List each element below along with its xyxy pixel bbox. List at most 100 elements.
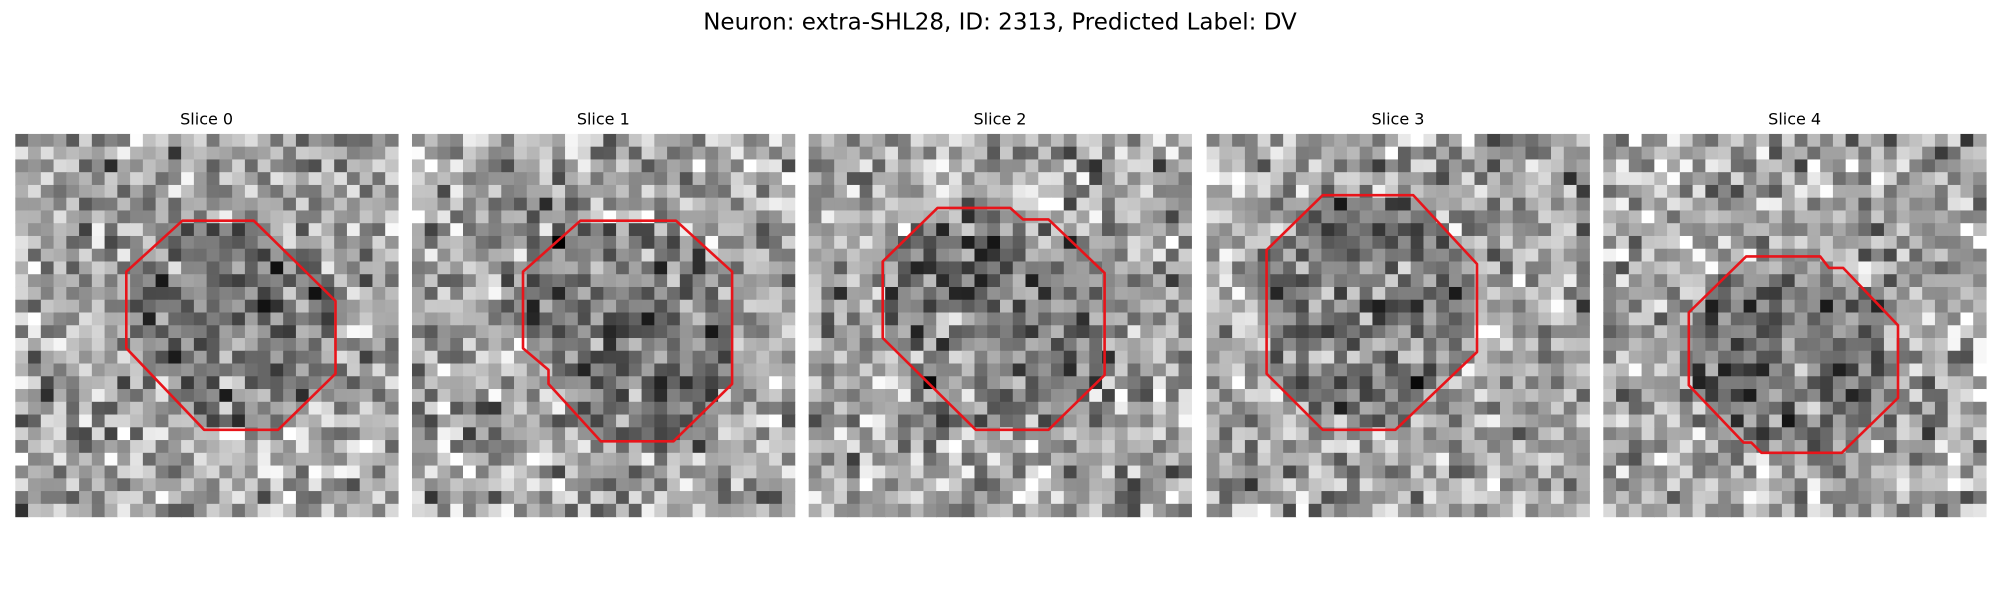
pixel [667,325,681,339]
pixel [1883,286,1898,301]
pixel [565,286,579,301]
pixel [1922,389,1936,403]
pixel [1114,478,1129,492]
pixel [1321,325,1335,339]
pixel [1244,274,1259,288]
pixel [424,427,439,441]
pixel [1756,350,1770,365]
pixel [1127,363,1141,377]
pixel [295,414,310,428]
pixel [1038,440,1052,454]
pixel [219,325,233,339]
pixel [1743,312,1757,326]
pixel [1934,133,1949,148]
pixel [1667,401,1681,416]
pixel [1257,452,1272,467]
pixel [526,184,541,199]
pixel [1525,261,1539,275]
pixel [910,452,925,467]
pixel [117,197,131,212]
pixel [1909,274,1923,288]
pixel [1321,376,1335,390]
pixel [641,261,655,275]
pixel [1397,478,1412,492]
pixel [501,452,515,467]
pixel [577,338,592,352]
pixel [283,133,297,148]
pixel [1705,414,1719,428]
pixel [437,440,451,454]
pixel [424,312,439,326]
pixel [1551,197,1565,212]
pixel [1576,478,1590,492]
pixel [1934,427,1949,441]
pixel [1832,248,1847,263]
pixel [1308,286,1323,301]
pixel [1089,210,1103,224]
pixel [961,184,976,199]
pixel [1616,146,1630,161]
pixel [283,465,297,479]
pixel [1474,184,1488,199]
pixel [1206,350,1220,365]
pixel [1474,389,1488,403]
pixel [206,325,220,339]
pixel [1102,184,1116,199]
pixel [104,286,118,301]
pixel [1500,286,1514,301]
pixel [104,350,118,365]
pixel [463,376,477,390]
pixel [40,146,55,161]
pixel [1346,401,1361,416]
pixel [1934,389,1949,403]
pixel [181,363,195,377]
pixel [79,248,93,263]
pixel [1487,235,1501,250]
pixel [1922,338,1936,352]
pixel [117,414,131,428]
pixel [692,274,706,288]
pixel [1679,427,1694,441]
pixel [411,376,426,390]
pixel [1960,414,1974,428]
pixel [1321,503,1335,518]
pixel [501,248,515,263]
pixel [730,389,745,403]
pixel [526,414,541,428]
pixel [206,452,220,467]
pixel [1423,172,1437,186]
pixel [590,299,604,314]
pixel [936,338,950,352]
pixel [1038,235,1052,250]
pixel [270,363,284,377]
pixel [730,286,745,301]
pixel [1603,210,1617,224]
pixel [539,338,553,352]
pixel [692,299,706,314]
pixel [756,350,770,365]
pixel [437,363,451,377]
pixel [193,133,208,148]
pixel [424,363,439,377]
pixel [1934,299,1949,314]
pixel [1334,478,1348,492]
pixel [1076,133,1090,148]
pixel [1165,363,1180,377]
pixel [1718,401,1732,416]
pixel [679,261,694,275]
pixel [1832,172,1847,186]
pixel [1102,440,1116,454]
pixel [846,491,861,505]
pixel [654,133,668,148]
pixel [411,478,426,492]
pixel [1922,491,1936,505]
pixel [1883,401,1898,416]
pixel [781,338,796,352]
pixel [1448,261,1463,275]
pixel [15,414,29,428]
pixel [1603,197,1617,212]
pixel [1667,159,1681,173]
pixel [1922,235,1936,250]
pixel [1244,159,1259,173]
pixel [488,235,502,250]
